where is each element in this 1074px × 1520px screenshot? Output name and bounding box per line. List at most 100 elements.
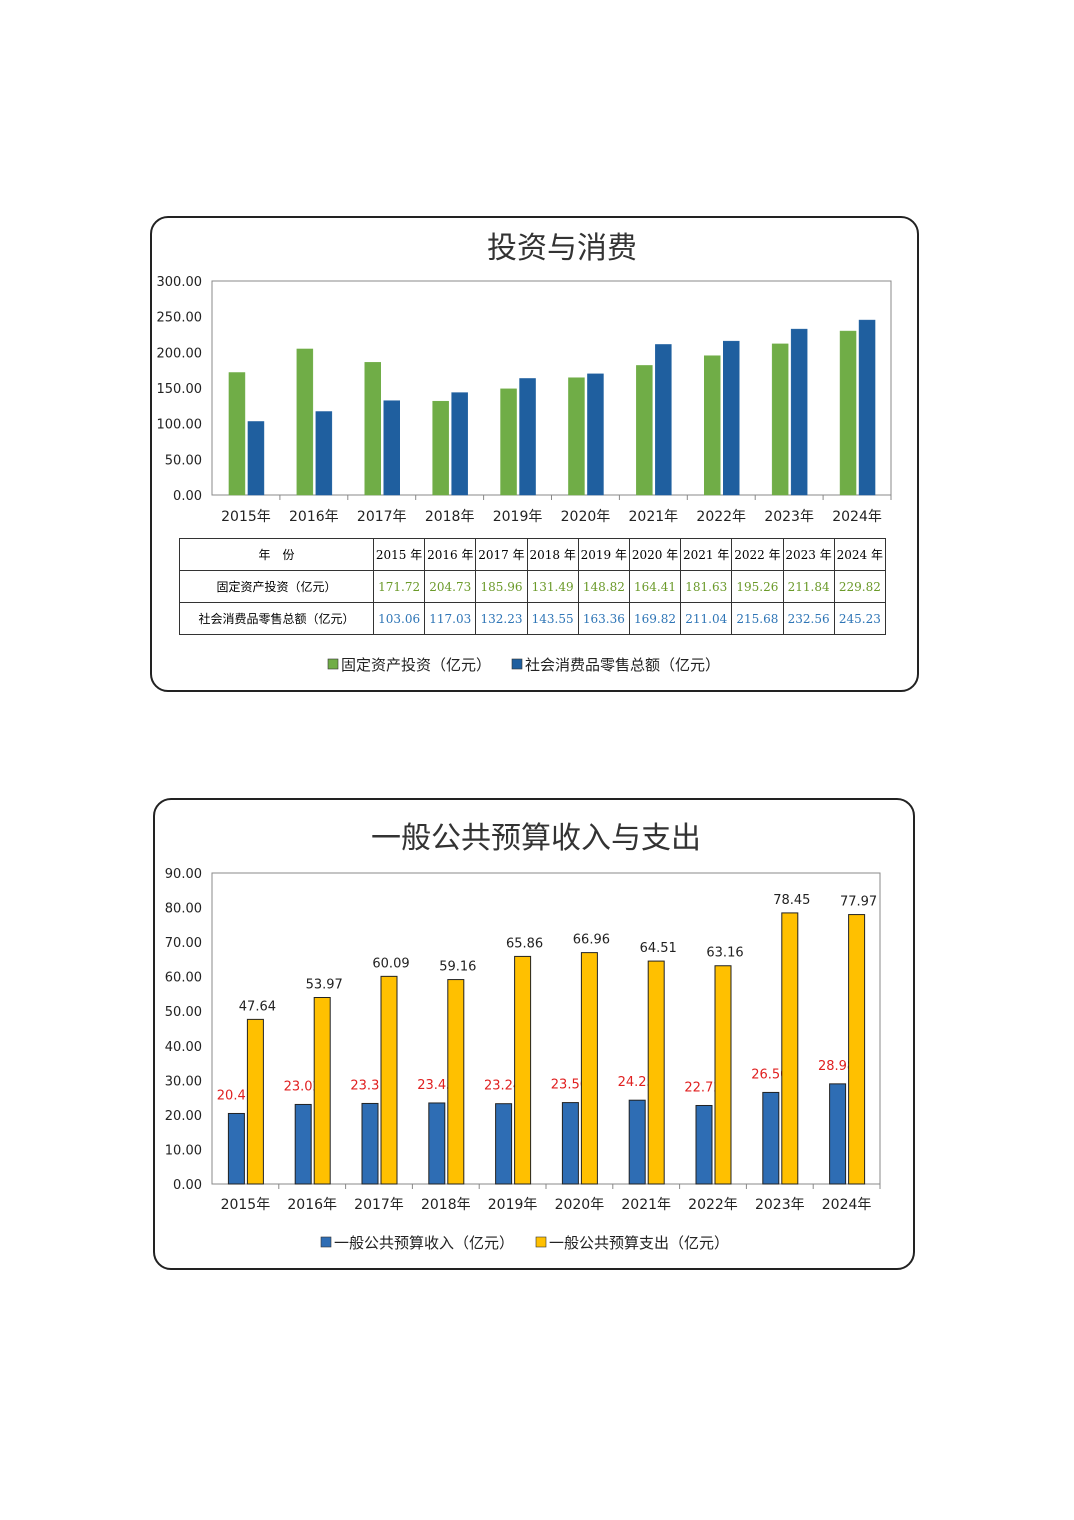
y-tick-label: 0.00 bbox=[173, 489, 202, 504]
data-label: 26.50 bbox=[751, 1067, 788, 1082]
x-tick-label: 2020年 bbox=[555, 1197, 605, 1213]
plot-area bbox=[211, 872, 881, 1185]
legend-swatch bbox=[327, 658, 339, 670]
table-value-cell: 103.06 bbox=[372, 602, 426, 635]
y-tick-label: 20.00 bbox=[165, 1109, 202, 1124]
x-tick-label: 2018年 bbox=[425, 509, 475, 525]
bar-series2 bbox=[246, 1018, 264, 1185]
data-label: 59.16 bbox=[439, 960, 476, 975]
table-value-cell: 245.23 bbox=[833, 602, 887, 635]
bar-series1 bbox=[227, 1112, 245, 1185]
data-label: 23.56 bbox=[551, 1078, 588, 1093]
y-tick-label: 200.00 bbox=[157, 346, 203, 361]
data-label: 47.64 bbox=[239, 999, 276, 1014]
bar-series2 bbox=[781, 912, 799, 1185]
table-row-label: 固定资产投资（亿元） bbox=[179, 570, 374, 603]
data-label: 23.02 bbox=[284, 1079, 321, 1094]
bar-series1 bbox=[839, 330, 857, 496]
table-year-cell: 2016 年 bbox=[424, 538, 477, 571]
y-tick-label: 50.00 bbox=[165, 453, 202, 468]
y-tick-label: 30.00 bbox=[165, 1074, 202, 1089]
x-tick-label: 2019年 bbox=[493, 509, 543, 525]
bar-series2 bbox=[790, 328, 808, 496]
x-tick-label: 2017年 bbox=[357, 509, 407, 525]
table-year-cell: 2019 年 bbox=[577, 538, 630, 571]
data-label: 60.09 bbox=[372, 956, 409, 971]
x-tick-label: 2016年 bbox=[287, 1197, 337, 1213]
table-value-cell: 185.96 bbox=[475, 570, 528, 603]
legend-label: 一般公共预算支出（亿元） bbox=[549, 1234, 729, 1252]
table-value-cell: 215.68 bbox=[731, 602, 784, 635]
bar-series1 bbox=[296, 348, 314, 496]
bar-series1 bbox=[361, 1102, 379, 1185]
table-value-cell: 132.23 bbox=[475, 602, 528, 635]
data-label: 28.98 bbox=[818, 1059, 855, 1074]
x-tick-label: 2016年 bbox=[289, 509, 339, 525]
bar-series2 bbox=[858, 319, 876, 496]
x-tick-label: 2019年 bbox=[488, 1197, 538, 1213]
table-row-label: 社会消费品零售总额（亿元） bbox=[179, 602, 374, 635]
table-year-cell: 2020 年 bbox=[628, 538, 682, 571]
bar-series1 bbox=[428, 1102, 446, 1185]
bar-series2 bbox=[315, 411, 333, 496]
data-label: 65.86 bbox=[506, 936, 543, 951]
y-tick-label: 150.00 bbox=[157, 382, 203, 397]
bar-series2 bbox=[383, 400, 400, 496]
data-label: 53.97 bbox=[306, 978, 343, 993]
bar-series2 bbox=[313, 997, 331, 1185]
legend-label: 固定资产投资（亿元） bbox=[341, 656, 491, 674]
bar-series2 bbox=[723, 340, 740, 496]
y-tick-label: 90.00 bbox=[165, 867, 202, 882]
y-tick-label: 50.00 bbox=[165, 1005, 202, 1020]
bar-series2 bbox=[380, 975, 398, 1185]
x-tick-label: 2023年 bbox=[755, 1197, 805, 1213]
y-tick-label: 300.00 bbox=[157, 275, 203, 290]
bar-series1 bbox=[704, 355, 721, 496]
bar-series1 bbox=[500, 388, 517, 496]
legend-label: 社会消费品零售总额（亿元） bbox=[525, 656, 720, 674]
table-value-cell: 195.26 bbox=[731, 570, 784, 603]
data-label: 23.31 bbox=[350, 1078, 387, 1093]
table-value-cell: 229.82 bbox=[833, 570, 887, 603]
plot-area bbox=[211, 280, 892, 496]
bar-series1 bbox=[228, 372, 246, 496]
x-tick-label: 2020年 bbox=[561, 509, 611, 525]
y-tick-label: 10.00 bbox=[165, 1143, 202, 1158]
legend-label: 一般公共预算收入（亿元） bbox=[334, 1234, 514, 1252]
bar-series1 bbox=[568, 377, 585, 496]
table-year-cell: 2017 年 bbox=[475, 538, 528, 571]
bar-series2 bbox=[514, 955, 532, 1185]
bar-series1 bbox=[762, 1091, 780, 1185]
bar-series1 bbox=[432, 400, 449, 496]
table-year-cell: 2024 年 bbox=[833, 538, 887, 571]
bar-series2 bbox=[247, 421, 265, 496]
y-tick-label: 40.00 bbox=[165, 1040, 202, 1055]
x-tick-label: 2015年 bbox=[221, 509, 271, 525]
table-year-cell: 2015 年 bbox=[372, 538, 426, 571]
y-tick-label: 70.00 bbox=[165, 936, 202, 951]
bar-series2 bbox=[451, 392, 468, 496]
bar-series2 bbox=[655, 344, 672, 496]
x-tick-label: 2023年 bbox=[764, 509, 814, 525]
bar-series1 bbox=[561, 1102, 579, 1185]
legend-swatch bbox=[320, 1236, 332, 1248]
table-value-cell: 164.41 bbox=[628, 570, 682, 603]
y-tick-label: 100.00 bbox=[157, 418, 203, 433]
table-row-retail: 社会消费品零售总额（亿元） 103.06 117.03 132.23 143.55 163… bbox=[179, 602, 887, 635]
table-value-cell: 148.82 bbox=[577, 570, 630, 603]
data-label: 63.16 bbox=[706, 946, 743, 961]
y-tick-label: 0.00 bbox=[173, 1178, 202, 1193]
data-label: 24.25 bbox=[618, 1075, 655, 1090]
table-value-cell: 169.82 bbox=[628, 602, 682, 635]
bar-series1 bbox=[628, 1099, 646, 1185]
legend-swatch bbox=[511, 658, 523, 670]
bar-series2 bbox=[647, 960, 665, 1185]
table-row-investment: 固定资产投资（亿元） 171.72 204.73 185.96 131.49 148.82… bbox=[179, 570, 887, 603]
bar-series1 bbox=[495, 1103, 513, 1185]
table-value-cell: 143.55 bbox=[526, 602, 579, 635]
x-tick-label: 2024年 bbox=[822, 1197, 872, 1213]
data-label: 23.24 bbox=[484, 1079, 521, 1094]
chart-title: 一般公共预算收入与支出 bbox=[371, 821, 701, 856]
